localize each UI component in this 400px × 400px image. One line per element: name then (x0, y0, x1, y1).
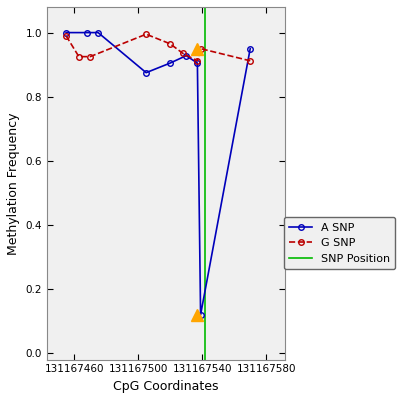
Y-axis label: Methylation Frequency: Methylation Frequency (7, 112, 20, 254)
X-axis label: CpG Coordinates: CpG Coordinates (114, 380, 219, 393)
Legend: A SNP, G SNP, SNP Position: A SNP, G SNP, SNP Position (284, 217, 395, 269)
